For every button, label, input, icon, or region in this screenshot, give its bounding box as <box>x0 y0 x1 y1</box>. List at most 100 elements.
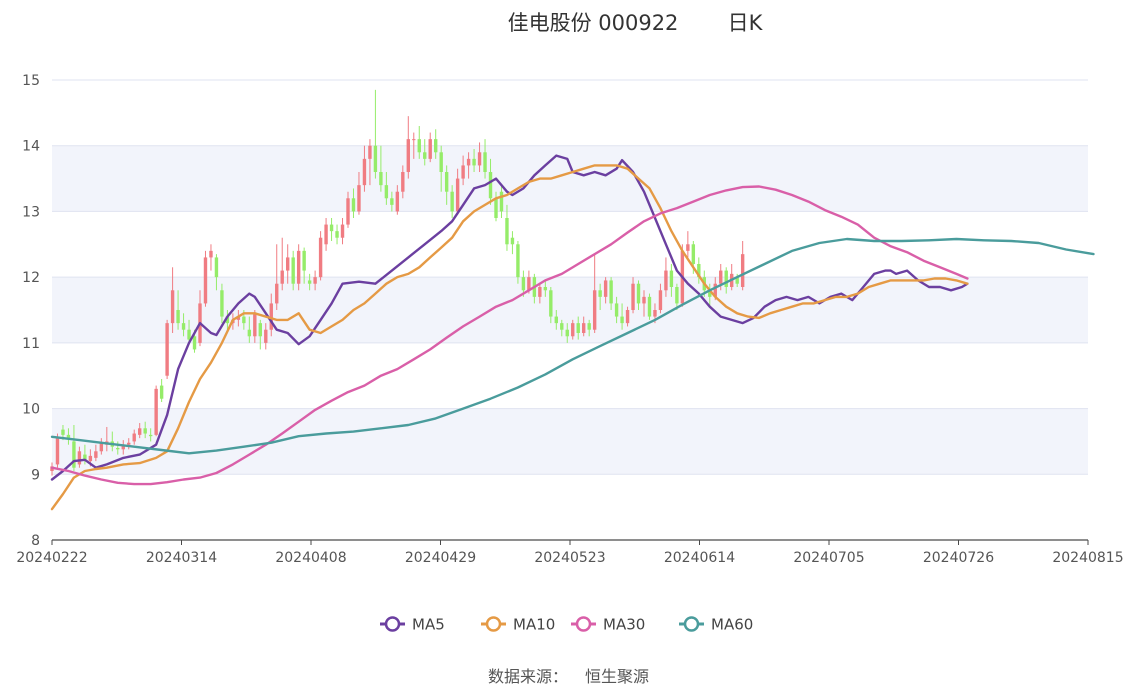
candle-body <box>351 198 356 212</box>
legend-item-ma10[interactable]: MA10 <box>481 616 555 634</box>
candle <box>72 425 76 471</box>
candle-body <box>286 257 290 271</box>
moving-average-lines <box>50 154 1095 511</box>
candle-body <box>521 277 526 291</box>
x-tick-label: 20240222 <box>16 550 87 566</box>
candle <box>373 89 378 179</box>
candle-body <box>571 323 575 337</box>
candle <box>264 323 268 350</box>
candle <box>324 218 328 251</box>
candle <box>444 165 449 205</box>
candle <box>724 267 728 294</box>
candle-body <box>686 244 690 251</box>
candle-body <box>307 280 312 284</box>
candle <box>395 185 400 215</box>
candle-body <box>592 290 597 330</box>
candle-body <box>412 139 416 141</box>
candle-body <box>61 429 65 435</box>
legend-marker <box>485 616 502 632</box>
candle-body <box>148 434 153 437</box>
candle <box>576 316 580 340</box>
candle-body <box>439 152 443 172</box>
candle-body <box>225 316 230 324</box>
candle-body <box>132 433 136 442</box>
candle-body <box>472 158 476 166</box>
line-ma5 <box>50 154 969 481</box>
candle <box>582 316 586 337</box>
candle <box>55 433 60 468</box>
x-tick-label: 20240314 <box>146 550 217 566</box>
legend-label: MA60 <box>711 616 753 634</box>
candle-body <box>159 385 164 399</box>
candle <box>121 440 125 455</box>
candle <box>658 283 663 314</box>
candle <box>499 185 504 218</box>
candle <box>538 283 542 304</box>
candle-body <box>417 139 421 153</box>
candle-body <box>587 323 591 330</box>
legend-item-ma5[interactable]: MA5 <box>380 616 445 634</box>
candle <box>675 283 679 310</box>
candle <box>351 188 356 218</box>
legend-label: MA5 <box>412 616 445 634</box>
band-13 <box>52 145 1088 212</box>
candle-body <box>66 434 71 439</box>
candle-body <box>335 231 339 238</box>
chart-title: 佳电股份 000922 <box>508 11 679 35</box>
candle-body <box>697 264 701 278</box>
candle <box>368 139 372 186</box>
candle-body <box>384 185 389 199</box>
candle-body <box>362 158 367 186</box>
candle-body <box>264 329 268 343</box>
candle-body <box>428 139 432 159</box>
candle <box>66 428 71 445</box>
candle-body <box>192 336 197 350</box>
candle-body <box>247 329 252 337</box>
candle-body <box>455 178 460 212</box>
candle-body <box>368 145 372 159</box>
legend[interactable]: MA5 MA10 MA30 MA60 <box>380 616 753 634</box>
candle-body <box>209 250 213 258</box>
candle <box>455 168 460 215</box>
candle <box>159 379 164 402</box>
candle-body <box>291 257 295 284</box>
candle-body <box>576 323 580 333</box>
candle <box>187 319 191 343</box>
candle <box>138 423 142 439</box>
candle-body <box>740 254 745 287</box>
candle-body <box>664 270 668 291</box>
legend-label: MA10 <box>513 616 555 634</box>
legend-item-ma60[interactable]: MA60 <box>679 616 753 634</box>
candle-body <box>357 185 361 212</box>
candle-body <box>406 139 410 172</box>
candle-body <box>483 152 487 172</box>
candle <box>181 313 186 337</box>
legend-item-ma30[interactable]: MA30 <box>571 616 645 634</box>
band-11 <box>52 277 1088 343</box>
candle <box>708 283 712 307</box>
candle-body <box>691 244 696 264</box>
candle-body <box>554 316 558 324</box>
candle-body <box>565 329 569 337</box>
candle-body <box>296 250 301 284</box>
y-tick-label: 9 <box>31 467 40 483</box>
candle-body <box>516 244 520 278</box>
candle-body <box>165 323 169 376</box>
candle-body <box>313 277 317 284</box>
candle-body <box>510 237 515 245</box>
candle <box>505 204 509 251</box>
candle-body <box>560 323 564 330</box>
candle-body <box>423 152 427 159</box>
x-tick-label: 20240705 <box>793 550 864 566</box>
candle <box>220 283 224 324</box>
candle <box>209 244 213 271</box>
y-axis-ticks: 8 9 10 11 12 13 14 15 <box>22 73 40 549</box>
y-tick-label: 14 <box>22 139 40 155</box>
candle-body <box>154 388 158 435</box>
legend-label: MA30 <box>603 616 645 634</box>
candle <box>236 310 241 327</box>
x-tick-label: 20240614 <box>664 550 735 566</box>
candle-body <box>631 283 635 310</box>
candle <box>99 438 104 455</box>
